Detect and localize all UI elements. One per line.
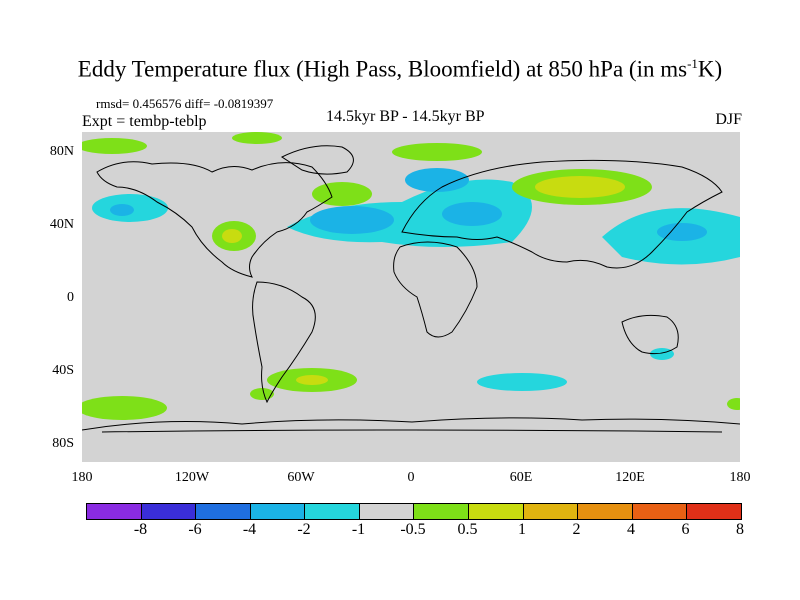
title-unit-end: K) <box>697 56 723 82</box>
colorbar-swatch-11 <box>687 504 741 519</box>
patch-atlantic-core <box>310 206 394 234</box>
patch-arctic-barents <box>392 143 482 161</box>
y-tick-40n: 40N <box>49 217 74 232</box>
patch-arctic-alaska <box>82 138 147 154</box>
colorbar-swatch-4 <box>305 504 360 519</box>
patch-newfoundland <box>312 182 372 206</box>
colorbar-swatch-2 <box>196 504 251 519</box>
patch-southern-indian <box>477 373 567 391</box>
x-tick-60w: 60W <box>287 470 315 485</box>
y-tick-80s: 80S <box>52 436 74 451</box>
x-tick-120e: 120E <box>615 470 645 485</box>
coast-africa <box>393 241 478 338</box>
coast-australia <box>621 314 679 355</box>
colorbar-label-0: -8 <box>133 521 148 538</box>
colorbar-label-7: 1 <box>518 521 526 538</box>
colorbar-label-8: 2 <box>572 521 581 538</box>
x-tick-180w: 180 <box>71 470 93 485</box>
experiment-label: Expt = tembp-teblp <box>82 113 207 130</box>
coast-north-america <box>96 161 333 278</box>
coast-greenland <box>280 145 354 175</box>
coastlines <box>82 145 740 433</box>
coast-eurasia <box>401 159 723 269</box>
patch-kuroshio-core <box>657 223 707 241</box>
colorbar <box>86 503 742 520</box>
colorbar-swatch-5 <box>359 504 415 519</box>
coast-antarctica-inner <box>101 429 723 433</box>
colorbar-swatch-6 <box>414 504 470 519</box>
map-svg <box>82 132 740 462</box>
x-tick-120w: 120W <box>174 470 210 485</box>
patch-gulf-core <box>222 229 242 243</box>
x-tick-180e: 180 <box>729 470 751 485</box>
colorbar-swatch-8 <box>523 504 579 519</box>
title-main: Eddy Temperature flux (High Pass, Bloomf… <box>77 56 688 82</box>
patch-europe-core <box>442 202 502 226</box>
patch-south-pacific-east <box>727 398 740 410</box>
patch-north-pacific-core <box>110 204 134 216</box>
x-tick-60e: 60E <box>509 470 533 485</box>
colorbar-label-2: -4 <box>242 521 257 538</box>
patch-arctic-canada <box>232 132 282 144</box>
chart-title: Eddy Temperature flux (High Pass, Bloomf… <box>0 56 800 83</box>
colorbar-swatch-1 <box>141 504 197 519</box>
season-label: DJF <box>715 111 742 128</box>
colorbar-swatch-3 <box>250 504 306 519</box>
colorbar-label-11: 8 <box>736 521 744 538</box>
coast-south-america <box>252 281 316 404</box>
period-label: 14.5kyr BP - 14.5kyr BP <box>326 108 485 125</box>
patch-south-atlantic-core <box>296 375 328 385</box>
colorbar-swatch-9 <box>578 504 633 519</box>
patch-scandinavia <box>405 168 469 192</box>
stats-text: rmsd= 0.456576 diff= -0.0819397 <box>96 96 274 111</box>
colorbar-label-3: -2 <box>297 521 311 538</box>
colorbar-swatch-10 <box>632 504 688 519</box>
colorbar-label-9: 4 <box>627 521 635 538</box>
colorbar-label-6: 0.5 <box>457 521 478 538</box>
map-plot <box>82 132 740 462</box>
y-tick-40s: 40S <box>52 363 74 378</box>
colorbar-swatch-0 <box>87 504 142 519</box>
colorbar-label-4: -1 <box>351 521 366 538</box>
y-tick-80n: 80N <box>49 144 74 159</box>
patch-drake <box>250 388 274 400</box>
title-exponent: -1 <box>687 56 698 71</box>
colorbar-swatch-7 <box>469 504 524 519</box>
x-tick-0: 0 <box>407 470 415 485</box>
coast-antarctica <box>82 417 740 431</box>
y-tick-0: 0 <box>67 290 74 305</box>
colorbar-label-10: 6 <box>681 521 690 538</box>
patch-siberia-core <box>535 176 625 198</box>
colorbar-label-5: -0.5 <box>400 521 426 538</box>
patch-south-pacific <box>82 396 167 420</box>
colorbar-label-1: -6 <box>188 521 202 538</box>
